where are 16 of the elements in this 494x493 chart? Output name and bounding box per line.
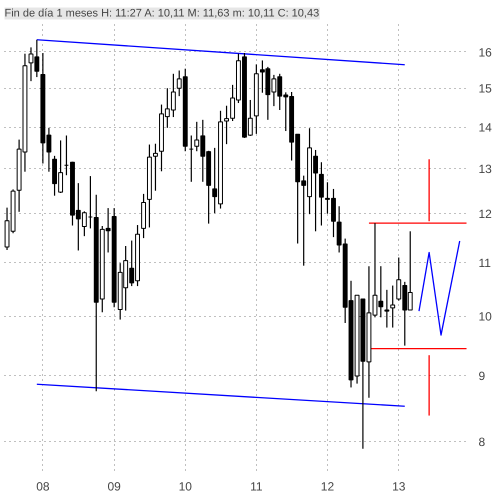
y-tick-label: 13 [478, 162, 492, 176]
x-tick-label: 13 [392, 480, 406, 493]
x-tick-label: 10 [178, 480, 192, 493]
x-tick-label: 08 [36, 480, 50, 493]
x-tick-label: 12 [320, 480, 334, 493]
y-tick-label: 15 [478, 82, 492, 96]
x-tick-label: 09 [107, 480, 122, 493]
y-tick-label: 14 [478, 120, 492, 135]
y-tick-label: 9 [478, 368, 486, 383]
y-tick-label: 16 [478, 45, 492, 60]
y-tick-label: 11 [478, 256, 492, 270]
y-tick-label: 8 [478, 435, 486, 450]
y-tick-label: 10 [478, 310, 492, 324]
x-tick-label: 11 [250, 480, 263, 493]
y-tick-label: 12 [478, 207, 492, 222]
chart-title: Fin de día 1 meses H: 11:27 A: 10,11 M: 11,63 m: 10,11 C: 10,43 [4, 8, 320, 20]
